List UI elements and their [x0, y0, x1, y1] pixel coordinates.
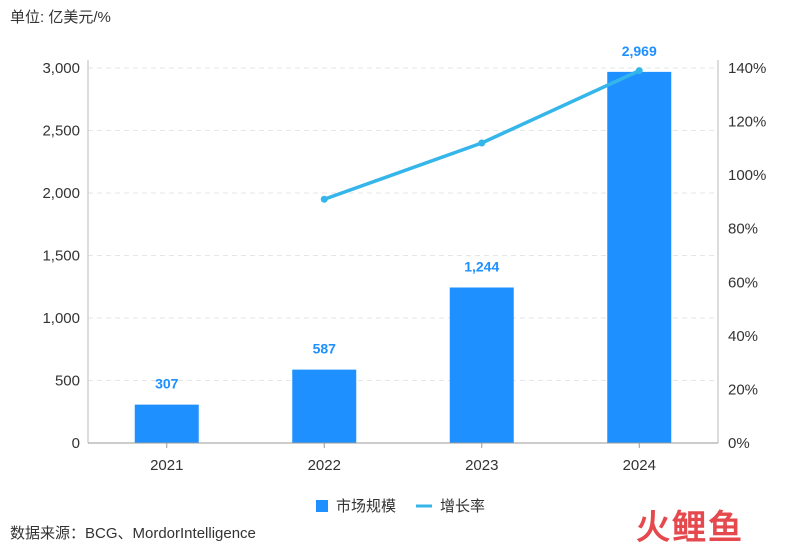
y-tick-label: 2,500	[42, 123, 80, 140]
legend: 市场规模 增长率	[316, 498, 485, 515]
bar-value-label: 307	[155, 376, 179, 392]
y2-tick-label: 40%	[728, 328, 758, 345]
growth-line	[320, 67, 643, 203]
y-tick-label: 1,500	[42, 248, 80, 265]
y-tick-label: 0	[72, 435, 80, 452]
x-tick-label: 2022	[308, 457, 341, 474]
bar-value-label: 587	[313, 341, 337, 357]
unit-label: 单位: 亿美元/%	[10, 9, 111, 26]
x-axis: 2021 2022 2023 2024	[88, 442, 718, 474]
y2-tick-label: 20%	[728, 381, 758, 398]
y-tick-label: 2,000	[42, 185, 80, 202]
y2-tick-label: 100%	[728, 167, 766, 184]
bar	[134, 404, 199, 443]
watermark-logo: 火鲤鱼	[636, 508, 744, 548]
x-tick-label: 2024	[623, 457, 656, 474]
source-label: 数据来源：BCG、MordorIntelligence	[10, 525, 256, 542]
legend-label-bar: 市场规模	[336, 498, 396, 515]
y-axis-left: 0 500 1,000 1,500 2,000 2,500 3,000	[42, 60, 89, 452]
bar	[607, 71, 672, 443]
y-axis-right: 0% 20% 40% 60% 80% 100% 120% 140%	[717, 60, 766, 452]
bar	[292, 369, 357, 443]
y2-tick-label: 60%	[728, 274, 758, 291]
data-labels: 307 587 1,244 2,969	[155, 43, 657, 392]
growth-point	[478, 139, 486, 147]
y2-tick-label: 140%	[728, 60, 766, 77]
y-tick-label: 500	[55, 373, 80, 390]
bar-value-label: 1,244	[464, 259, 499, 275]
y-tick-label: 3,000	[42, 60, 80, 77]
bars	[134, 71, 672, 443]
x-tick-label: 2023	[465, 457, 498, 474]
growth-line-path	[323, 69, 640, 201]
legend-swatch-bar	[316, 500, 328, 512]
y2-tick-label: 80%	[728, 221, 758, 238]
y-tick-label: 1,000	[42, 310, 80, 327]
x-tick-label: 2021	[150, 457, 183, 474]
growth-point	[635, 67, 643, 75]
growth-point	[320, 195, 328, 203]
bar	[449, 287, 514, 443]
y2-tick-label: 120%	[728, 114, 766, 131]
y2-tick-label: 0%	[728, 435, 750, 452]
legend-label-line: 增长率	[440, 498, 485, 515]
bar-value-label: 2,969	[622, 43, 657, 59]
